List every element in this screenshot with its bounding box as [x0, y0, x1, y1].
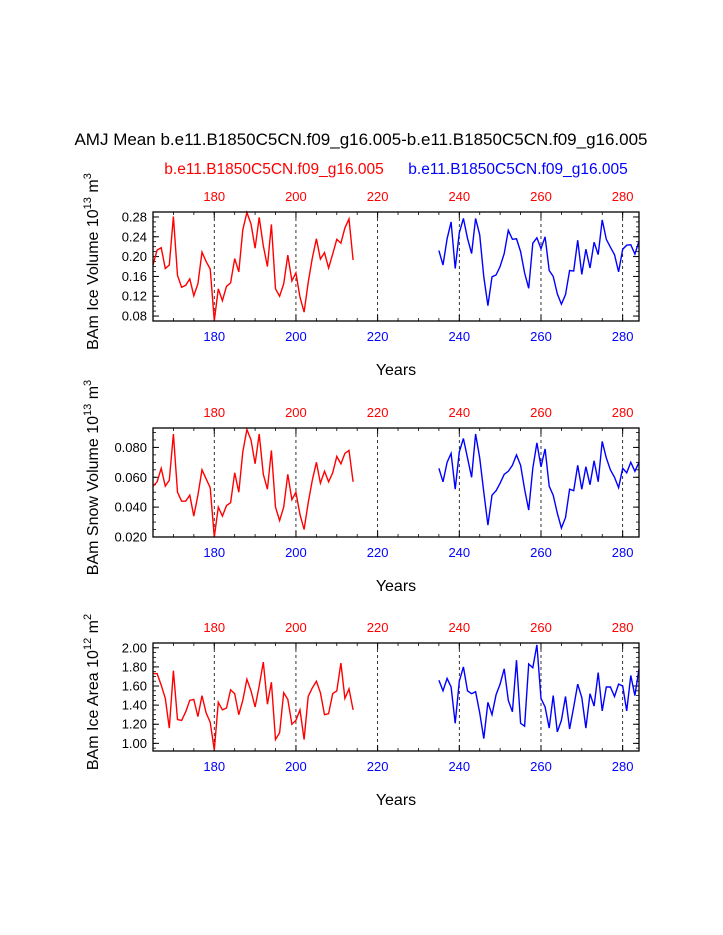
- x-tick-label-bottom: 260: [530, 759, 552, 774]
- x-tick-label-top: 240: [448, 405, 470, 420]
- x-tick-label-top: 260: [530, 189, 552, 204]
- figure-title: AMJ Mean b.e11.B1850C5CN.f09_g16.005-b.e…: [74, 130, 647, 149]
- legend-left-label: b.e11.B1850C5CN.f09_g16.005: [164, 161, 383, 178]
- y-axis-label: BAm Snow Volume 1013 m3: [82, 380, 102, 575]
- y-axis-label-part: m: [85, 386, 102, 404]
- y-axis-label-exponent: 2: [82, 614, 94, 620]
- plot-frame: [152, 211, 640, 322]
- y-tick-label: 0.020: [114, 530, 147, 545]
- x-tick-label-bottom: 280: [612, 545, 634, 560]
- chart-panel-3: 1.00 1.20 1.40 1.60 1.80 2.00 180 180 200 200 220 2…: [82, 614, 640, 809]
- x-tick-label-top: 220: [367, 620, 389, 635]
- y-tick-label: 0.08: [122, 309, 147, 324]
- y-axis-label-exponent: 3: [82, 173, 94, 179]
- y-tick-label: 0.060: [114, 470, 147, 485]
- x-axis-label: Years: [376, 578, 416, 595]
- series-line-red: [152, 210, 354, 321]
- x-tick-label-bottom: 180: [203, 545, 225, 560]
- y-tick-label: 1.20: [122, 717, 147, 732]
- x-tick-label-bottom: 180: [203, 759, 225, 774]
- y-axis-label-part: BAm Ice Volume 10: [85, 209, 102, 350]
- series-line-blue: [438, 644, 640, 739]
- x-tick-label-bottom: 240: [448, 759, 470, 774]
- y-tick-label: 0.24: [122, 229, 147, 244]
- y-tick-label: 0.28: [122, 209, 147, 224]
- x-tick-label-top: 200: [285, 405, 307, 420]
- chart-panel-2: 0.020 0.040 0.060 0.080 180 180 200 200 220 220 24…: [82, 380, 640, 595]
- x-tick-label-top: 200: [285, 620, 307, 635]
- x-tick-label-top: 280: [612, 620, 634, 635]
- y-tick-label: 0.20: [122, 249, 147, 264]
- y-axis-label-part: m: [85, 179, 102, 197]
- series-line-red: [152, 426, 354, 538]
- x-tick-label-bottom: 180: [203, 329, 225, 344]
- x-axis-label: Years: [376, 362, 416, 379]
- x-tick-label-top: 180: [203, 189, 225, 204]
- x-tick-label-top: 280: [612, 189, 634, 204]
- x-tick-label-top: 260: [530, 405, 552, 420]
- plot-frame: [152, 427, 640, 538]
- x-tick-label-bottom: 260: [530, 329, 552, 344]
- y-axis-label-exponent: 12: [82, 638, 94, 650]
- y-axis-label: BAm Ice Area 1012 m2: [82, 614, 102, 770]
- y-axis-label-part: BAm Ice Area 10: [85, 650, 102, 770]
- plot-frame: [152, 642, 640, 752]
- series-line-blue: [438, 218, 640, 307]
- y-tick-label: 0.12: [122, 289, 147, 304]
- x-tick-label-top: 260: [530, 620, 552, 635]
- x-tick-label-bottom: 200: [285, 759, 307, 774]
- y-tick-label: 0.16: [122, 269, 147, 284]
- x-tick-label-top: 200: [285, 189, 307, 204]
- y-axis-label-part: BAm Snow Volume 10: [85, 416, 102, 575]
- x-tick-label-top: 180: [203, 405, 225, 420]
- x-tick-label-top: 180: [203, 620, 225, 635]
- y-axis-label-exponent: 3: [82, 380, 94, 386]
- y-axis-label: BAm Ice Volume 1013 m3: [82, 173, 102, 350]
- x-tick-label-top: 220: [367, 405, 389, 420]
- x-tick-label-bottom: 280: [612, 759, 634, 774]
- y-axis-label-exponent: 13: [82, 197, 94, 209]
- y-tick-label: 1.00: [122, 736, 147, 751]
- y-axis-label-exponent: 13: [82, 404, 94, 416]
- chart-panel-1: 0.08 0.12 0.16 0.20 0.24 0.28 180 180 200 200 220 2…: [82, 173, 640, 379]
- series-line-blue: [438, 433, 640, 531]
- x-tick-label-top: 240: [448, 189, 470, 204]
- series-line-red: [153, 661, 354, 751]
- y-tick-label: 1.60: [122, 679, 147, 694]
- x-axis-label: Years: [376, 792, 416, 809]
- y-tick-label: 0.040: [114, 500, 147, 515]
- y-tick-label: 1.80: [122, 659, 147, 674]
- x-tick-label-bottom: 220: [367, 545, 389, 560]
- x-tick-label-bottom: 240: [448, 545, 470, 560]
- x-tick-label-bottom: 240: [448, 329, 470, 344]
- x-tick-label-bottom: 260: [530, 545, 552, 560]
- y-tick-label: 2.00: [122, 640, 147, 655]
- x-tick-label-top: 240: [448, 620, 470, 635]
- x-tick-label-top: 220: [367, 189, 389, 204]
- x-tick-label-bottom: 200: [285, 329, 307, 344]
- legend-right-label: b.e11.B1850C5CN.f09_g16.005: [408, 161, 627, 178]
- x-tick-label-bottom: 200: [285, 545, 307, 560]
- y-tick-label: 0.080: [114, 440, 147, 455]
- x-tick-label-bottom: 220: [367, 329, 389, 344]
- y-axis-label-part: m: [85, 620, 102, 638]
- x-tick-label-top: 280: [612, 405, 634, 420]
- x-tick-label-bottom: 280: [612, 329, 634, 344]
- x-tick-label-bottom: 220: [367, 759, 389, 774]
- chart-panels: 0.08 0.12 0.16 0.20 0.24 0.28 180 180 200 200 220 2…: [82, 173, 640, 809]
- y-tick-label: 1.40: [122, 698, 147, 713]
